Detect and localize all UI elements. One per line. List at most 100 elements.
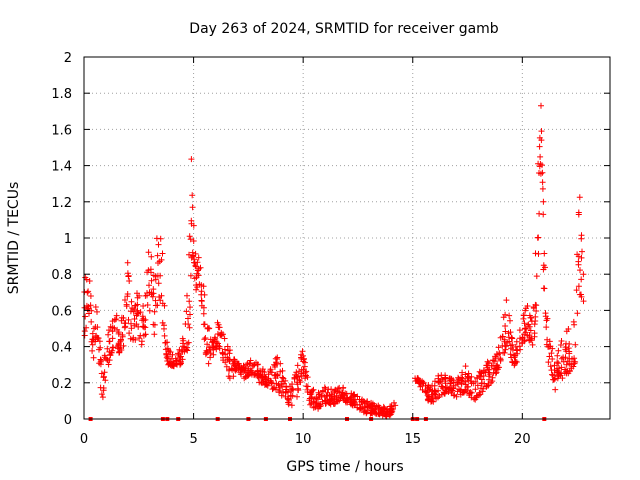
data-point — [113, 312, 120, 319]
data-point — [524, 303, 531, 309]
data-point — [186, 324, 193, 331]
x-axis-label: GPS time / hours — [286, 459, 403, 475]
data-point — [127, 308, 134, 315]
data-point — [574, 310, 581, 317]
data-point — [151, 321, 158, 328]
x-tick-label: 0 — [80, 432, 88, 447]
data-point — [543, 317, 550, 324]
data-point — [370, 403, 377, 410]
data-point — [186, 251, 192, 258]
data-point — [201, 321, 208, 328]
data-point — [257, 367, 263, 374]
data-point — [130, 308, 137, 315]
data-point — [173, 358, 180, 365]
data-point — [190, 222, 197, 229]
data-point — [304, 383, 311, 390]
data-point — [506, 338, 513, 345]
data-point — [126, 330, 133, 337]
data-point — [428, 398, 434, 405]
data-point — [201, 336, 208, 343]
data-point — [489, 378, 496, 385]
data-point — [215, 340, 221, 347]
data-point — [507, 351, 514, 358]
data-point — [277, 387, 284, 394]
data-point — [380, 403, 387, 410]
data-point — [492, 366, 499, 373]
data-point — [566, 350, 573, 357]
data-point — [220, 331, 226, 338]
data-point — [535, 250, 542, 257]
data-point — [552, 386, 559, 393]
data-point — [161, 302, 168, 309]
data-point — [556, 365, 563, 372]
data-point — [339, 391, 346, 398]
data-point — [566, 367, 573, 374]
data-point — [113, 316, 120, 323]
data-point — [226, 358, 233, 364]
data-point — [162, 339, 169, 346]
data-point — [134, 294, 141, 301]
y-tick-label: 0 — [64, 413, 72, 428]
data-point — [294, 393, 300, 400]
data-point — [426, 387, 433, 393]
data-point — [92, 304, 99, 310]
x-tick-label: 5 — [189, 432, 197, 447]
data-point — [335, 385, 341, 392]
data-point — [580, 271, 587, 278]
data-point — [207, 354, 214, 361]
data-point — [155, 241, 162, 248]
y-tick-label: 1.6 — [51, 123, 72, 138]
data-point — [289, 392, 296, 399]
data-point — [187, 272, 194, 279]
data-point — [154, 302, 161, 309]
data-point — [574, 251, 581, 258]
data-point — [118, 347, 125, 353]
data-point — [562, 344, 569, 351]
data-point — [466, 390, 473, 397]
data-point — [164, 353, 171, 360]
data-point — [95, 335, 102, 342]
data-point — [435, 394, 441, 401]
data-point — [296, 368, 303, 375]
data-point — [427, 386, 434, 393]
data-point — [472, 396, 479, 403]
data-point — [184, 344, 191, 351]
data-point — [169, 351, 176, 358]
data-point — [502, 323, 509, 329]
data-point — [369, 410, 376, 417]
data-point — [538, 102, 544, 109]
data-point — [230, 373, 237, 380]
data-point — [467, 378, 474, 385]
data-point — [513, 347, 520, 354]
data-point — [248, 367, 255, 374]
data-point — [157, 235, 164, 242]
data-point — [201, 291, 208, 298]
data-point — [109, 335, 116, 342]
data-point — [497, 356, 504, 363]
data-point — [192, 262, 199, 269]
data-point — [247, 357, 254, 364]
data-point — [459, 375, 466, 382]
data-point — [566, 341, 573, 347]
data-point — [146, 282, 152, 289]
data-point — [499, 342, 506, 349]
data-point — [490, 362, 497, 369]
data-point — [438, 372, 445, 379]
data-point — [258, 379, 265, 386]
data-point — [106, 338, 113, 345]
data-point — [513, 338, 520, 345]
data-point — [157, 297, 164, 304]
data-point — [175, 350, 181, 357]
data-point — [297, 379, 304, 386]
data-point — [352, 396, 359, 403]
data-point — [161, 322, 167, 329]
data-point — [205, 360, 212, 367]
data-point — [144, 302, 151, 308]
y-tick-label: 1.4 — [51, 160, 72, 175]
data-point — [104, 345, 111, 352]
data-point — [222, 359, 229, 366]
data-point — [98, 391, 105, 398]
data-point — [90, 354, 97, 361]
data-point — [354, 401, 361, 408]
data-point — [541, 285, 548, 292]
